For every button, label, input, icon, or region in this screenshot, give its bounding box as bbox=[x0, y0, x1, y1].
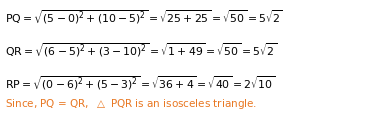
Text: $\mathrm{QR = \sqrt{(6-5)^2+(3-10)^2} = \sqrt{1+49} = \sqrt{50} = 5\sqrt{2}}$: $\mathrm{QR = \sqrt{(6-5)^2+(3-10)^2} = … bbox=[5, 41, 277, 59]
Text: $\mathrm{RP = \sqrt{(0-6)^2+(5-3)^2} = \sqrt{36+4} = \sqrt{40} = 2\sqrt{10}}$: $\mathrm{RP = \sqrt{(0-6)^2+(5-3)^2} = \… bbox=[5, 74, 275, 92]
Text: Since, PQ = QR,  $\triangle$ PQR is an isosceles triangle.: Since, PQ = QR, $\triangle$ PQR is an is… bbox=[5, 97, 257, 111]
Text: $\mathrm{PQ = \sqrt{(5-0)^2+(10-5)^2} = \sqrt{25+25} = \sqrt{50} = 5\sqrt{2}}$: $\mathrm{PQ = \sqrt{(5-0)^2+(10-5)^2} = … bbox=[5, 8, 283, 26]
